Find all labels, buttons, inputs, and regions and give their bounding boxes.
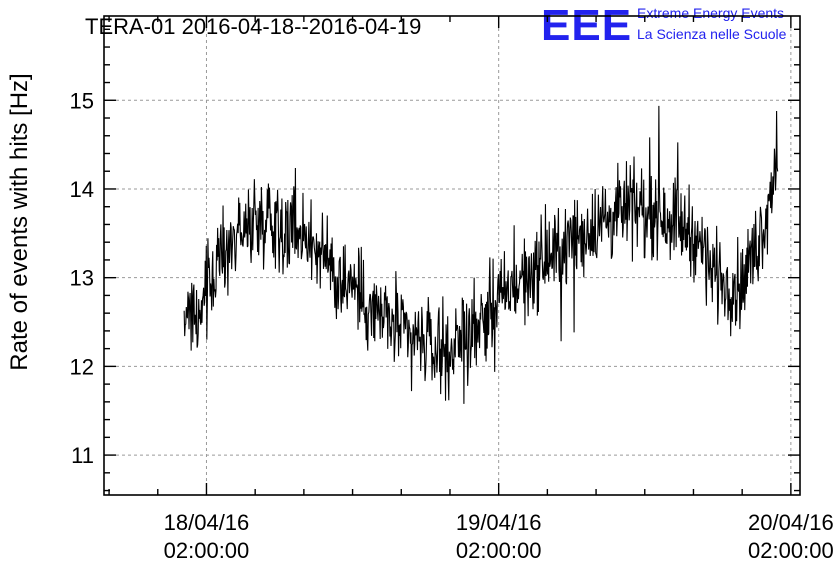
x-tick-label-time: 02:00:00 (748, 538, 834, 563)
x-tick-label-date: 18/04/16 (164, 510, 250, 535)
x-tick-label-time: 02:00:00 (164, 538, 250, 563)
series-line (183, 105, 779, 404)
y-tick-label: 13 (70, 266, 94, 291)
y-tick-label: 15 (70, 88, 94, 113)
x-tick-label-time: 02:00:00 (456, 538, 542, 563)
tick-label-layer: 11 12 13 14 15 18/04/16 02:00:00 19/04/16 02:00:… (70, 88, 834, 563)
series-layer (183, 105, 779, 404)
logo-line2: La Scienza nelle Scuole (637, 26, 787, 42)
x-tick-label-date: 20/04/16 (748, 510, 834, 535)
logo-letters: EEE (541, 1, 632, 50)
plot-frame (103, 15, 801, 496)
y-axis-label: Rate of events with hits [Hz] (6, 73, 33, 370)
y-tick-label: 14 (70, 177, 94, 202)
logo-line1: Extreme Energy Events (637, 5, 784, 21)
chart-title: TERA-01 2016-04-18--2016-04-19 (85, 14, 421, 39)
axis-layer (103, 15, 801, 496)
eee-logo: EEE Extreme Energy Events La Scienza nel… (541, 1, 787, 50)
y-tick-label: 12 (70, 354, 94, 379)
x-tick-label-date: 19/04/16 (456, 510, 542, 535)
y-tick-label: 11 (71, 443, 94, 468)
